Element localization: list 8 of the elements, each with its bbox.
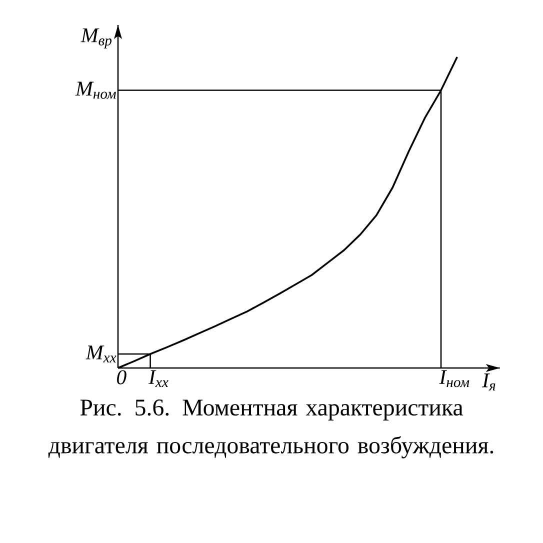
- text: I$_{xx}$: [148, 370, 168, 387]
- text: Рис. 5.6. Моментная характеристика двигателя последовательного возбуждения.: [48, 400, 494, 458]
- text: 0: [117, 370, 126, 384]
- text: I$_{ном}$: [439, 370, 470, 388]
- x-axis-title: I$_{я}$: [482, 374, 496, 390]
- y-axis-title: M$_{вр}$: [80, 28, 112, 48]
- ref-line-label: M$_{ном}$: [75, 82, 116, 99]
- ref-line-label: M$_{xx}$: [86, 346, 116, 362]
